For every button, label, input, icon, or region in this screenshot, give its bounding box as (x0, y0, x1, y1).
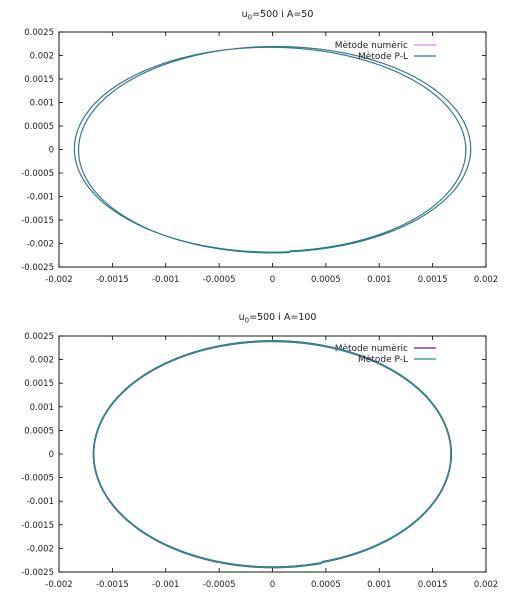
x-tick-label: 0.0005 (311, 275, 341, 285)
legend-label: Mètode P-L (358, 51, 408, 62)
y-tick-label: 0.0015 (24, 379, 54, 389)
y-tick-label: 0.002 (30, 356, 54, 366)
y-tick-label: 0 (49, 146, 54, 156)
x-tick-label: 0.0015 (418, 275, 448, 285)
series-line-pl (92, 340, 452, 569)
x-tick-label: 0.001 (367, 275, 391, 285)
x-tick-label: 0.002 (474, 580, 498, 590)
y-tick-label: 0.0015 (24, 75, 54, 85)
y-tick-label: 0.0005 (24, 122, 54, 132)
x-tick-label: 0 (270, 275, 275, 285)
x-tick-label: -0.002 (45, 275, 72, 285)
plot-frame (58, 335, 487, 573)
y-tick-label: 0.0025 (24, 332, 54, 342)
x-tick-label: -0.0015 (96, 275, 129, 285)
y-tick-label: -0.0025 (21, 263, 54, 273)
y-tick-label: 0.0005 (24, 426, 54, 436)
x-tick-label: 0.0005 (311, 580, 341, 590)
y-tick-label: -0.0025 (21, 568, 54, 578)
chart-title: u0=500 i A=100 (239, 312, 317, 325)
legend-label: Mètode P-L (358, 354, 408, 365)
x-tick-label: -0.0005 (203, 275, 236, 285)
y-tick-label: -0.002 (27, 544, 54, 554)
chart-2: u0=500 i A=100 -0.002 -0.0015 -0.001 -0.0005… (21, 312, 498, 590)
series-line-pl (73, 45, 472, 254)
x-tick-label: 0.0015 (418, 580, 448, 590)
y-tick-label: -0.001 (27, 193, 54, 203)
x-tick-label: 0 (270, 580, 275, 590)
y-tick-label: -0.0005 (21, 169, 54, 179)
y-tick-label: 0.001 (30, 403, 54, 413)
y-tick-label: -0.0015 (21, 521, 54, 531)
x-tick-label: -0.002 (45, 580, 72, 590)
x-tick-label: -0.0015 (96, 580, 129, 590)
y-tick-label: -0.002 (27, 240, 54, 250)
x-tick-label: -0.0005 (203, 580, 236, 590)
y-tick-label: 0.001 (30, 99, 54, 109)
legend-label: Mètode numèric (335, 40, 408, 51)
y-tick-label: -0.001 (27, 497, 54, 507)
y-tick-label: 0.002 (30, 52, 54, 62)
legend-label: Mètode numèric (335, 343, 408, 354)
y-tick-label: 0.0025 (24, 28, 54, 38)
x-tick-label: 0.001 (367, 580, 391, 590)
x-tick-label: -0.001 (152, 275, 179, 285)
y-tick-label: -0.0015 (21, 216, 54, 226)
y-tick-label: -0.0005 (21, 474, 54, 484)
plot-frame (58, 31, 487, 268)
x-tick-label: 0.002 (474, 275, 498, 285)
chart-1: u0=500 i A=50 -0.002 -0.0015 -0.001 -0.0005 0… (21, 9, 498, 285)
y-tick-label: 0 (49, 450, 54, 460)
x-tick-label: -0.001 (152, 580, 179, 590)
chart-title: u0=500 i A=50 (242, 9, 314, 22)
